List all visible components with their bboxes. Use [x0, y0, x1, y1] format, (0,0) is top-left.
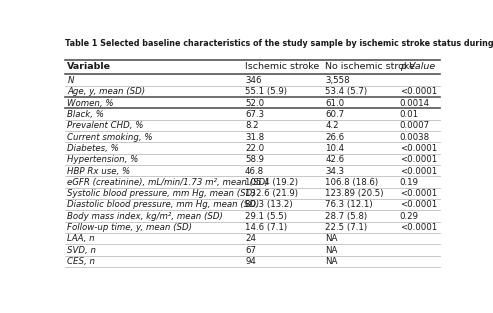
Text: Body mass index, kg/m², mean (SD): Body mass index, kg/m², mean (SD)	[68, 212, 223, 221]
Text: p Value: p Value	[400, 62, 435, 71]
Text: 76.3 (12.1): 76.3 (12.1)	[325, 201, 373, 209]
Text: <0.0001: <0.0001	[400, 223, 437, 232]
Text: Follow-up time, y, mean (SD): Follow-up time, y, mean (SD)	[68, 223, 192, 232]
Text: SVD, n: SVD, n	[68, 246, 96, 255]
Text: <0.0001: <0.0001	[400, 87, 437, 96]
Text: 34.3: 34.3	[325, 167, 345, 176]
Text: Systolic blood pressure, mm Hg, mean (SD): Systolic blood pressure, mm Hg, mean (SD…	[68, 189, 256, 198]
Text: 0.0038: 0.0038	[400, 132, 430, 141]
Text: 94: 94	[245, 257, 256, 266]
Text: Age, y, mean (SD): Age, y, mean (SD)	[68, 87, 145, 96]
Text: NA: NA	[325, 234, 338, 244]
Text: LAA, n: LAA, n	[68, 234, 95, 244]
Text: Variable: Variable	[68, 62, 111, 71]
Text: 31.8: 31.8	[245, 132, 264, 141]
Text: NA: NA	[325, 246, 338, 255]
Text: 10.4: 10.4	[325, 144, 345, 153]
Text: eGFR (creatinine), mL/min/1.73 m², mean (SD): eGFR (creatinine), mL/min/1.73 m², mean …	[68, 178, 269, 187]
Text: 42.6: 42.6	[325, 155, 345, 164]
Text: <0.0001: <0.0001	[400, 201, 437, 209]
Text: 123.89 (20.5): 123.89 (20.5)	[325, 189, 384, 198]
Text: 8.2: 8.2	[245, 121, 259, 130]
Text: 0.0007: 0.0007	[400, 121, 430, 130]
Text: 60.7: 60.7	[325, 110, 345, 119]
Text: No ischemic stroke: No ischemic stroke	[325, 62, 415, 71]
Text: Black, %: Black, %	[68, 110, 105, 119]
Text: 0.01: 0.01	[400, 110, 419, 119]
Text: <0.0001: <0.0001	[400, 144, 437, 153]
Text: 132.6 (21.9): 132.6 (21.9)	[245, 189, 298, 198]
Text: Ischemic stroke: Ischemic stroke	[245, 62, 319, 71]
Text: N: N	[68, 76, 74, 85]
Text: 0.19: 0.19	[400, 178, 419, 187]
Text: CES, n: CES, n	[68, 257, 95, 266]
Text: 46.8: 46.8	[245, 167, 264, 176]
Text: 24: 24	[245, 234, 256, 244]
Text: 29.1 (5.5): 29.1 (5.5)	[245, 212, 287, 221]
Text: <0.0001: <0.0001	[400, 167, 437, 176]
Text: Women, %: Women, %	[68, 99, 114, 108]
Text: 4.2: 4.2	[325, 121, 339, 130]
Text: 0.29: 0.29	[400, 212, 419, 221]
Text: 67: 67	[245, 246, 256, 255]
Text: 106.8 (18.6): 106.8 (18.6)	[325, 178, 379, 187]
Text: 3,558: 3,558	[325, 76, 350, 85]
Text: Prevalent CHD, %: Prevalent CHD, %	[68, 121, 144, 130]
Text: 14.6 (7.1): 14.6 (7.1)	[245, 223, 287, 232]
Text: 52.0: 52.0	[245, 99, 264, 108]
Text: 53.4 (5.7): 53.4 (5.7)	[325, 87, 367, 96]
Text: 28.7 (5.8): 28.7 (5.8)	[325, 212, 367, 221]
Text: Diabetes, %: Diabetes, %	[68, 144, 119, 153]
Text: Current smoking, %: Current smoking, %	[68, 132, 153, 141]
Text: 80.3 (13.2): 80.3 (13.2)	[245, 201, 293, 209]
Text: 61.0: 61.0	[325, 99, 345, 108]
Text: 55.1 (5.9): 55.1 (5.9)	[245, 87, 287, 96]
Text: Diastolic blood pressure, mm Hg, mean (SD): Diastolic blood pressure, mm Hg, mean (S…	[68, 201, 260, 209]
Text: <0.0001: <0.0001	[400, 189, 437, 198]
Text: 0.0014: 0.0014	[400, 99, 430, 108]
Text: 346: 346	[245, 76, 261, 85]
Text: NA: NA	[325, 257, 338, 266]
Text: Table 1 Selected baseline characteristics of the study sample by ischemic stroke: Table 1 Selected baseline characteristic…	[66, 39, 493, 48]
Text: 22.0: 22.0	[245, 144, 264, 153]
Text: <0.0001: <0.0001	[400, 155, 437, 164]
Text: 58.9: 58.9	[245, 155, 264, 164]
Text: 67.3: 67.3	[245, 110, 264, 119]
Text: 26.6: 26.6	[325, 132, 345, 141]
Text: 105.4 (19.2): 105.4 (19.2)	[245, 178, 298, 187]
Text: HBP Rx use, %: HBP Rx use, %	[68, 167, 131, 176]
Text: Hypertension, %: Hypertension, %	[68, 155, 139, 164]
Text: 22.5 (7.1): 22.5 (7.1)	[325, 223, 367, 232]
